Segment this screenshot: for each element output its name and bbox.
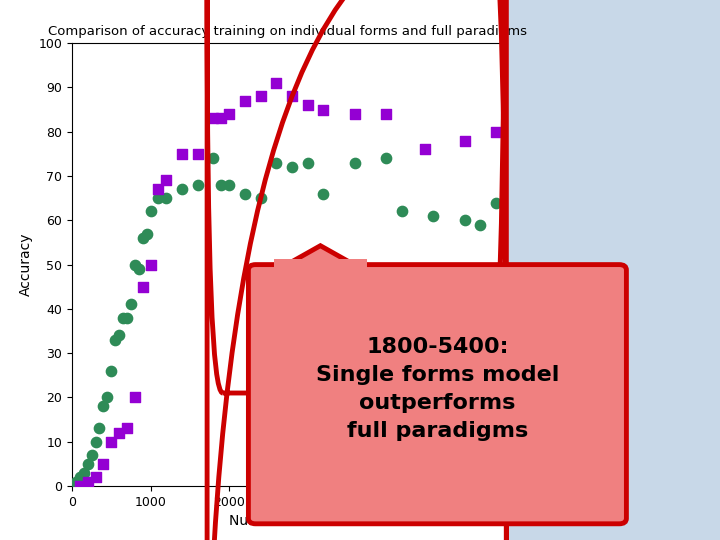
Point (396, 207, 408, 216)
Point (215, 114, 227, 123)
Point (239, 190, 251, 198)
Point (255, 92, 266, 100)
Point (102, 393, 113, 402)
Point (121, 424, 132, 433)
Title: Comparison of accuracy training on individual forms and full paradigms: Comparison of accuracy training on indiv… (48, 25, 528, 38)
Point (129, 393, 140, 402)
Point (192, 150, 204, 158)
Point (133, 265, 145, 273)
Point (318, 190, 329, 198)
Point (121, 313, 132, 322)
Point (74, 473, 86, 482)
Point (70, 477, 81, 486)
Point (286, 92, 297, 100)
Point (420, 145, 431, 154)
Point (113, 429, 125, 437)
Point (98, 460, 109, 468)
Point (94, 424, 105, 433)
Point (161, 176, 172, 185)
Point (239, 97, 251, 105)
Point (78, 468, 89, 477)
Point (223, 180, 235, 189)
Point (286, 163, 297, 172)
Point (192, 180, 204, 189)
Y-axis label: Accuracy: Accuracy (19, 233, 33, 296)
Point (153, 194, 164, 202)
Point (176, 150, 188, 158)
Point (82, 460, 94, 468)
Point (82, 477, 94, 486)
Point (490, 127, 502, 136)
Point (474, 220, 486, 229)
Point (490, 198, 502, 207)
Point (215, 180, 227, 189)
Point (125, 300, 137, 309)
Point (459, 216, 470, 225)
Point (113, 331, 125, 340)
Point (349, 158, 361, 167)
Point (145, 207, 156, 216)
Point (106, 437, 117, 446)
Point (90, 473, 102, 482)
Point (380, 154, 392, 163)
Point (109, 335, 121, 344)
Point (380, 110, 392, 118)
Point (153, 185, 164, 194)
Point (428, 212, 439, 220)
Point (271, 79, 282, 87)
Point (255, 194, 266, 202)
Point (223, 110, 235, 118)
Point (106, 367, 117, 375)
Point (271, 158, 282, 167)
Point (137, 234, 148, 242)
Point (141, 230, 153, 238)
Point (161, 194, 172, 202)
Point (176, 185, 188, 194)
Point (98, 402, 109, 410)
Point (90, 437, 102, 446)
Point (318, 105, 329, 114)
Point (129, 260, 140, 269)
Point (302, 101, 313, 110)
Point (302, 158, 313, 167)
Text: 1800-5400:
Single forms model
outperforms
full paradigms: 1800-5400: Single forms model outperform… (315, 337, 559, 441)
Point (117, 313, 129, 322)
Point (207, 114, 219, 123)
Point (145, 260, 156, 269)
Point (86, 451, 97, 460)
Point (459, 136, 470, 145)
Point (349, 110, 361, 118)
Point (74, 482, 86, 490)
Point (137, 282, 148, 291)
X-axis label: Number of forms: Number of forms (229, 514, 347, 528)
Point (207, 154, 219, 163)
